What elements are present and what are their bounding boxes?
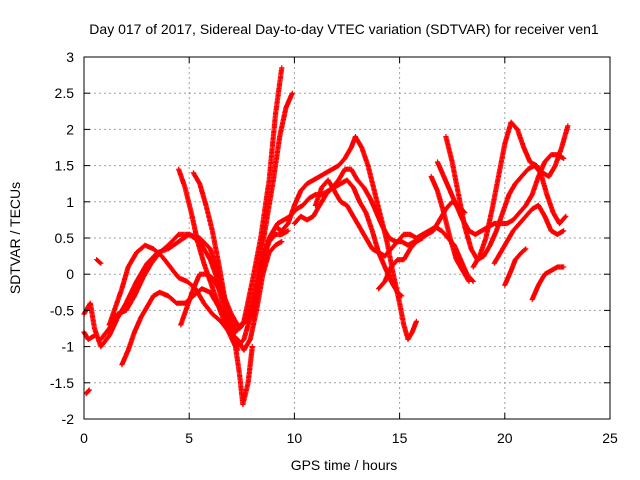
marker-trail xyxy=(470,119,571,270)
y-tick-label: 0.5 xyxy=(55,230,75,246)
series-track-18 xyxy=(428,173,472,284)
data-layer xyxy=(81,65,571,408)
series-track-7 xyxy=(190,170,241,353)
y-tick-label: 2.5 xyxy=(55,85,75,101)
series-track-2 xyxy=(98,90,295,342)
series-track-16 xyxy=(529,264,567,303)
series-track-14 xyxy=(470,119,571,270)
y-tick-label: 0 xyxy=(66,266,74,282)
y-tick-label: -2 xyxy=(62,411,75,427)
marker-trail xyxy=(106,239,285,353)
marker-trail xyxy=(119,286,255,408)
y-tick-label: 2 xyxy=(66,121,74,137)
series-track-6 xyxy=(176,166,239,332)
series-track-15 xyxy=(491,202,567,266)
x-tick-label: 20 xyxy=(497,430,513,446)
y-tick-label: -1 xyxy=(62,339,75,355)
marker-trail xyxy=(491,202,567,266)
chart-title: Day 017 of 2017, Sidereal Day-to-day VTE… xyxy=(89,21,599,37)
marker-trail xyxy=(428,173,472,284)
y-tick-label: 1.5 xyxy=(55,158,75,174)
marker-trail xyxy=(94,257,104,266)
marker-trail xyxy=(529,264,567,303)
y-tick-label: -1.5 xyxy=(50,375,74,391)
marker-trail xyxy=(312,177,476,284)
marker-trail xyxy=(98,90,295,342)
marker-trail xyxy=(83,387,92,397)
y-axis-title: SDTVAR / TECUs xyxy=(7,182,23,294)
y-tick-label: 1 xyxy=(66,194,74,210)
y-tick-label: 3 xyxy=(66,49,74,65)
x-tick-label: 25 xyxy=(602,430,618,446)
marker-trail xyxy=(176,166,239,332)
series-track-20 xyxy=(83,387,92,397)
x-axis-title: GPS time / hours xyxy=(291,457,398,473)
marker-trail xyxy=(190,170,241,353)
series-track-11 xyxy=(312,177,476,284)
series-track-22 xyxy=(376,235,426,292)
series-track-4 xyxy=(119,286,255,408)
marker-trail xyxy=(376,235,426,292)
x-tick-label: 15 xyxy=(392,430,408,446)
marker-trail xyxy=(502,246,529,288)
series-track-17 xyxy=(502,246,529,288)
x-tick-label: 0 xyxy=(80,430,88,446)
series-track-3 xyxy=(106,239,285,353)
y-tick-label: -0.5 xyxy=(50,302,74,318)
grid-layer xyxy=(84,57,610,419)
x-tick-label: 5 xyxy=(185,430,193,446)
tick-layer: 0 5 10 15 20 25 -2 -1.5 -1 -0.5 0 0.5 1 1.5 2 2.5 3 xyxy=(50,49,618,446)
x-tick-label: 10 xyxy=(287,430,303,446)
plot-frame xyxy=(83,56,611,420)
series-track-21 xyxy=(94,257,104,266)
